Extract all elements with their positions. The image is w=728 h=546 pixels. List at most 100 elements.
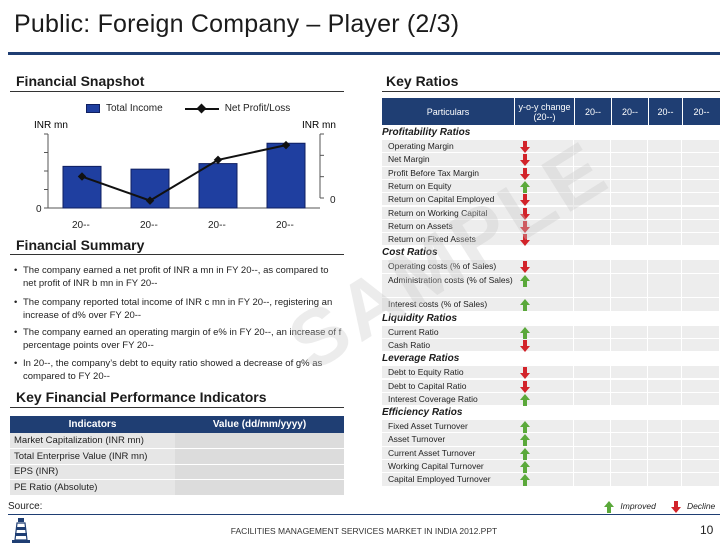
legend-decline-label: Decline: [686, 501, 716, 512]
ratio-value-cell: [682, 166, 719, 179]
decline-arrow-icon: [520, 154, 530, 167]
ratio-value-cell: [611, 473, 647, 486]
ratio-row-label: Interest costs (% of Sales): [382, 298, 514, 312]
ratio-value-cell: [648, 446, 681, 459]
ratio-value-cell: [611, 206, 647, 219]
ratio-value-cell: [648, 206, 681, 219]
kpi-value-cell: [175, 448, 344, 465]
point-net-profit: [213, 155, 223, 165]
decline-arrow-icon: [520, 194, 530, 207]
ratio-value-cell: [682, 179, 719, 193]
legend-line-swatch: [184, 107, 219, 110]
ratio-value-cell: [682, 433, 719, 446]
decline-arrow-icon: [520, 339, 530, 352]
ratio-value-cell: [574, 460, 610, 473]
kpi-value-cell: [175, 479, 344, 496]
table-row: EPS (INR): [10, 464, 344, 480]
ratio-value-cell: [648, 193, 681, 206]
point-net-profit: [145, 196, 155, 205]
ratio-row-label: Operating costs (% of Sales): [382, 260, 514, 274]
header-year: 20--: [574, 98, 611, 125]
ratio-value-cell: [648, 233, 681, 246]
legend-net-profit: Net Profit/Loss: [224, 103, 291, 114]
improved-arrow-icon: [520, 393, 530, 406]
summary-bullet: • The company reported total income of IN…: [14, 297, 333, 321]
financial-snapshot-divider: [10, 91, 344, 92]
kpi-heading: Key Financial Performance Indicators: [16, 389, 267, 405]
ratio-value-cell: [611, 446, 647, 459]
ratio-value-cell: [682, 273, 719, 298]
ratio-value-cell: [682, 446, 719, 459]
ratio-row-label: Return on Capital Employed: [382, 193, 514, 207]
ratio-value-cell: [682, 338, 719, 352]
ratio-row-label: Cash Ratio: [382, 338, 514, 353]
improved-arrow-icon: [520, 180, 530, 193]
decline-arrow-icon: [520, 141, 530, 153]
decline-arrow-icon: [520, 220, 530, 233]
kpi-value-cell: [175, 464, 344, 480]
ratio-value-cell: [611, 153, 647, 166]
footer-text: FACILITIES MANAGEMENT SERVICES MARKET IN…: [230, 526, 498, 536]
line-net-profit: [81, 144, 287, 202]
bar-total-income: [62, 165, 102, 209]
ratio-row-label: Fixed Asset Turnover: [382, 420, 514, 434]
bar-total-income: [198, 163, 238, 209]
x-tick-label: 20--: [72, 220, 90, 231]
ratio-value-cell: [611, 420, 647, 433]
ratio-row-label: Return on Working Capital: [382, 206, 514, 220]
improved-arrow-icon: [520, 434, 530, 447]
ratio-row-label: Administration costs (% of Sales): [382, 273, 514, 299]
lighthouse-logo-icon: [12, 518, 30, 543]
ratio-row-label: Asset Turnover: [382, 433, 514, 447]
ratio-value-cell: [648, 379, 681, 392]
ratios-table-header: Particulars y-o-y change (20--) 20-- 20-…: [382, 98, 720, 125]
decline-arrow-icon: [520, 167, 530, 180]
key-ratios-heading: Key Ratios: [386, 73, 459, 89]
header-year: 20--: [611, 98, 648, 125]
ratio-value-cell: [611, 298, 647, 311]
ratio-value-cell: [682, 153, 719, 166]
key-ratios-divider: [382, 91, 720, 92]
ratio-value-cell: [648, 460, 681, 473]
header-yoy-change: y-o-y change (20--): [514, 98, 574, 125]
ratio-value-cell: [574, 392, 610, 406]
ratio-value-cell: [611, 379, 647, 392]
financial-summary-divider: [10, 254, 344, 255]
x-tick-label: 20--: [140, 220, 158, 231]
table-row: PE Ratio (Absolute): [10, 479, 344, 496]
ratio-value-cell: [574, 233, 610, 246]
ratio-value-cell: [648, 338, 681, 352]
ratio-value-cell: [648, 325, 681, 338]
ratio-value-cell: [611, 273, 647, 298]
kpi-indicator-cell: Market Capitalization (INR mn): [10, 433, 175, 449]
summary-bullet: • The company earned an operating margin …: [14, 327, 342, 351]
ratio-row-label: Net Margin: [382, 153, 514, 167]
ratio-value-cell: [682, 206, 719, 219]
financial-summary-heading: Financial Summary: [16, 237, 145, 253]
legend-total-income: Total Income: [106, 103, 163, 114]
bar-total-income: [130, 168, 170, 209]
ratio-value-cell: [648, 273, 681, 298]
ratio-value-cell: [574, 193, 610, 206]
footer-divider: [8, 514, 720, 515]
ratio-value-cell: [574, 379, 610, 392]
ratio-row-label: Return on Fixed Assets: [382, 233, 514, 247]
ratio-row-label: Current Asset Turnover: [382, 446, 514, 460]
decline-arrow-icon: [520, 367, 530, 380]
ratio-value-cell: [682, 260, 719, 273]
summary-bullet: • In 20--, the company’s debt to equity r…: [14, 358, 323, 382]
page-title: Public: Foreign Company – Player (2/3): [14, 10, 460, 38]
kpi-indicator-cell: Total Enterprise Value (INR mn): [10, 448, 175, 465]
ratio-value-cell: [611, 392, 647, 406]
decline-arrow-icon: [520, 380, 530, 393]
ratio-category: Liquidity Ratios: [382, 312, 457, 324]
trend-legend: Improved Decline: [604, 501, 715, 513]
ratio-row-label: Return on Assets: [382, 219, 514, 234]
ratio-value-cell: [648, 473, 681, 486]
ratio-value-cell: [574, 260, 610, 273]
ratio-value-cell: [682, 140, 719, 153]
legend-bar-swatch: [86, 104, 100, 113]
ratio-value-cell: [682, 219, 719, 233]
table-row: Market Capitalization (INR mn): [10, 433, 344, 449]
y-axis-right-label: INR mn: [302, 120, 336, 131]
